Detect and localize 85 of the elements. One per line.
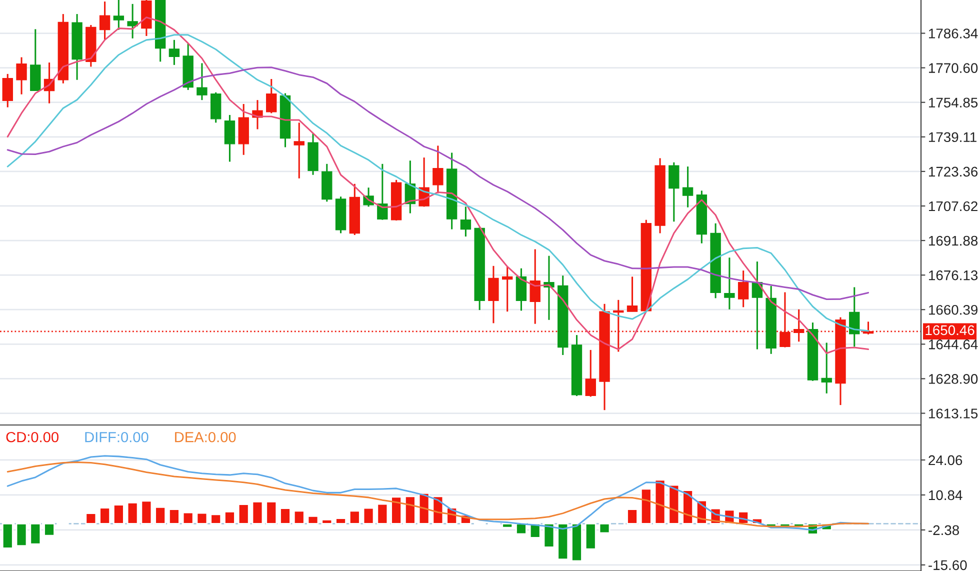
bar bbox=[280, 508, 291, 524]
candlestick bbox=[16, 56, 27, 96]
bar bbox=[85, 512, 97, 524]
y-tick-label: 1613.15 bbox=[929, 408, 978, 418]
bar bbox=[335, 518, 346, 524]
bar bbox=[682, 490, 694, 524]
candlestick bbox=[432, 144, 444, 194]
y-tick-label: 1786.34 bbox=[929, 28, 978, 38]
candlestick bbox=[460, 206, 472, 238]
bar bbox=[321, 518, 333, 524]
bar bbox=[502, 522, 514, 528]
bar bbox=[99, 507, 110, 524]
bar bbox=[390, 496, 402, 524]
candlestick bbox=[849, 286, 860, 348]
bar bbox=[584, 522, 596, 550]
candlestick bbox=[266, 78, 277, 114]
bar bbox=[44, 522, 55, 536]
candlestick bbox=[168, 39, 180, 66]
bar bbox=[112, 504, 124, 524]
bar bbox=[182, 512, 194, 524]
bar bbox=[640, 488, 652, 524]
candlestick bbox=[488, 265, 499, 324]
candlestick bbox=[668, 162, 680, 222]
y-tick-label: 1676.13 bbox=[929, 270, 978, 280]
candlestick bbox=[377, 163, 388, 221]
bar bbox=[307, 516, 319, 524]
bar bbox=[571, 522, 582, 562]
bar bbox=[196, 512, 208, 524]
bar bbox=[140, 500, 152, 524]
ref-line-label: 1650.46 bbox=[926, 325, 974, 336]
y-tick-label: 1628.90 bbox=[929, 374, 978, 384]
y-tick-label: 24.06 bbox=[928, 455, 962, 466]
y-tick-label: 1707.62 bbox=[929, 201, 978, 212]
candlestick bbox=[821, 342, 832, 394]
candlestick bbox=[585, 349, 596, 398]
bar bbox=[168, 508, 180, 524]
candlestick bbox=[99, 0, 110, 41]
y-tick-label: 1660.39 bbox=[929, 304, 978, 315]
candlestick bbox=[502, 266, 513, 312]
candlestick bbox=[516, 268, 527, 312]
bar bbox=[348, 510, 360, 524]
y-tick-label: -2.38 bbox=[928, 525, 959, 536]
candlestick bbox=[626, 276, 638, 312]
candlestick bbox=[682, 166, 694, 208]
bar bbox=[30, 522, 42, 545]
bar bbox=[126, 502, 138, 524]
y-tick-label: 1754.85 bbox=[929, 98, 978, 108]
candlestick bbox=[2, 73, 13, 108]
candlestick bbox=[127, 3, 138, 40]
candlestick bbox=[196, 62, 208, 101]
text: DEA:0.00 bbox=[175, 432, 236, 442]
candlestick bbox=[294, 122, 304, 180]
bar bbox=[668, 484, 680, 524]
candlestick bbox=[530, 248, 540, 325]
bar bbox=[376, 503, 388, 524]
y-tick-label: 1770.60 bbox=[929, 63, 978, 73]
bar bbox=[210, 514, 222, 524]
bar bbox=[557, 522, 569, 560]
bar bbox=[543, 522, 555, 548]
bar bbox=[238, 504, 250, 524]
bar bbox=[224, 511, 236, 524]
y-tick-label: 1723.36 bbox=[929, 166, 978, 177]
text: CD:0.00 bbox=[6, 432, 58, 442]
bar bbox=[404, 496, 416, 524]
bar bbox=[266, 500, 278, 524]
line-series bbox=[6, 66, 870, 300]
bar bbox=[252, 500, 264, 524]
y-tick-label: 1644.64 bbox=[929, 340, 978, 350]
y-tick-label: 1691.88 bbox=[929, 236, 978, 246]
bar bbox=[16, 522, 28, 547]
bar bbox=[2, 522, 14, 549]
bar bbox=[362, 507, 374, 524]
bar bbox=[598, 522, 610, 534]
candlestick bbox=[113, 0, 124, 31]
bar bbox=[626, 508, 638, 524]
bar bbox=[654, 479, 666, 524]
y-tick-label: 1739.11 bbox=[929, 132, 976, 142]
candlestick bbox=[224, 114, 236, 162]
bar bbox=[154, 506, 166, 524]
series-label: DIFF:0.00 bbox=[85, 432, 148, 442]
candlestick bbox=[724, 256, 735, 310]
y-tick-label: 10.84 bbox=[929, 490, 962, 500]
candlestick bbox=[738, 270, 749, 308]
bar bbox=[293, 510, 305, 524]
y-tick-label: -15.60 bbox=[928, 560, 967, 570]
